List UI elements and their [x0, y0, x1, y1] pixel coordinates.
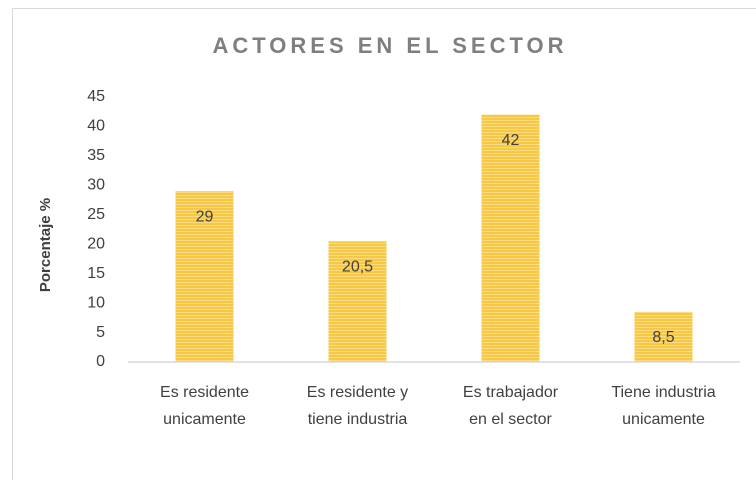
value-label: 20,5	[342, 258, 373, 275]
y-tick-label: 35	[87, 147, 105, 164]
y-tick-label: 0	[96, 353, 105, 370]
x-tick-label: unicamente	[622, 411, 705, 428]
x-tick-label: Tiene industria	[611, 384, 715, 401]
y-tick-label: 20	[87, 235, 105, 252]
bar-texture	[634, 311, 693, 362]
x-tick-label: Es residente y	[307, 384, 408, 401]
bar-texture	[328, 241, 387, 362]
value-label: 8,5	[652, 329, 674, 346]
bar-texture	[175, 191, 234, 362]
x-tick-label: unicamente	[163, 411, 246, 428]
y-tick-label: 15	[87, 265, 105, 282]
y-tick-label: 10	[87, 294, 105, 311]
y-tick-label: 30	[87, 177, 105, 194]
y-axis-label: Porcentaje %	[37, 198, 54, 292]
y-tick-label: 25	[87, 206, 105, 223]
x-tick-label: tiene industria	[308, 411, 408, 428]
y-tick-label: 40	[87, 118, 105, 135]
y-tick-label: 5	[96, 324, 105, 341]
value-label: 29	[196, 208, 214, 225]
x-tick-label: Es residente	[160, 384, 249, 401]
value-label: 42	[502, 132, 520, 149]
bar-texture	[481, 114, 540, 363]
x-tick-label: en el sector	[469, 411, 552, 428]
x-tick-label: Es trabajador	[463, 384, 559, 401]
chart-title: ACTORES EN EL SECTOR	[212, 33, 567, 58]
y-tick-label: 45	[87, 88, 105, 105]
